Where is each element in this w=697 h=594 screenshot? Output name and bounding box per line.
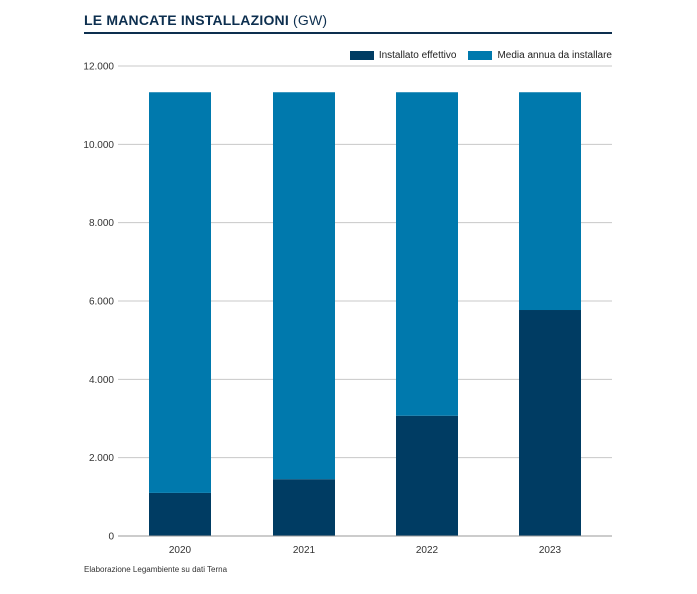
legend-item-installed: Installato effettivo bbox=[349, 50, 457, 61]
title-rule bbox=[84, 32, 612, 34]
legend: Installato effettivo Media annua da inst… bbox=[349, 50, 612, 61]
bar-to-install bbox=[519, 92, 581, 311]
legend-swatch-to-install bbox=[468, 51, 493, 60]
y-tick-label: 6.000 bbox=[89, 297, 114, 308]
bar-installed bbox=[519, 310, 581, 536]
legend-label-installed: Installato effettivo bbox=[378, 50, 457, 61]
chart-title-unit: (GW) bbox=[293, 12, 328, 28]
y-tick-label: 8.000 bbox=[89, 218, 114, 229]
y-tick-label: 12.000 bbox=[83, 62, 114, 73]
bar-installed bbox=[273, 479, 335, 536]
x-tick-label: 2022 bbox=[416, 545, 439, 556]
y-tick-label: 2.000 bbox=[89, 453, 114, 464]
chart-title-text: LE MANCATE INSTALLAZIONI bbox=[84, 12, 289, 28]
bar-to-install bbox=[149, 92, 211, 493]
legend-item-to-install: Media annua da installare bbox=[468, 50, 612, 61]
bar-to-install bbox=[273, 92, 335, 480]
source-note: Elaborazione Legambiente su dati Terna bbox=[84, 565, 228, 574]
y-tick-label: 0 bbox=[108, 532, 114, 543]
y-tick-label: 4.000 bbox=[89, 375, 114, 386]
chart-title: LE MANCATE INSTALLAZIONI (GW) bbox=[84, 12, 327, 28]
y-tick-label: 10.000 bbox=[83, 140, 114, 151]
x-tick-label: 2021 bbox=[293, 545, 316, 556]
legend-label-to-install: Media annua da installare bbox=[497, 50, 612, 61]
x-tick-label: 2023 bbox=[539, 545, 562, 556]
x-tick-label: 2020 bbox=[169, 545, 192, 556]
bar-installed bbox=[396, 415, 458, 536]
legend-swatch-installed bbox=[349, 51, 374, 60]
bar-installed bbox=[149, 492, 211, 536]
bar-to-install bbox=[396, 92, 458, 416]
